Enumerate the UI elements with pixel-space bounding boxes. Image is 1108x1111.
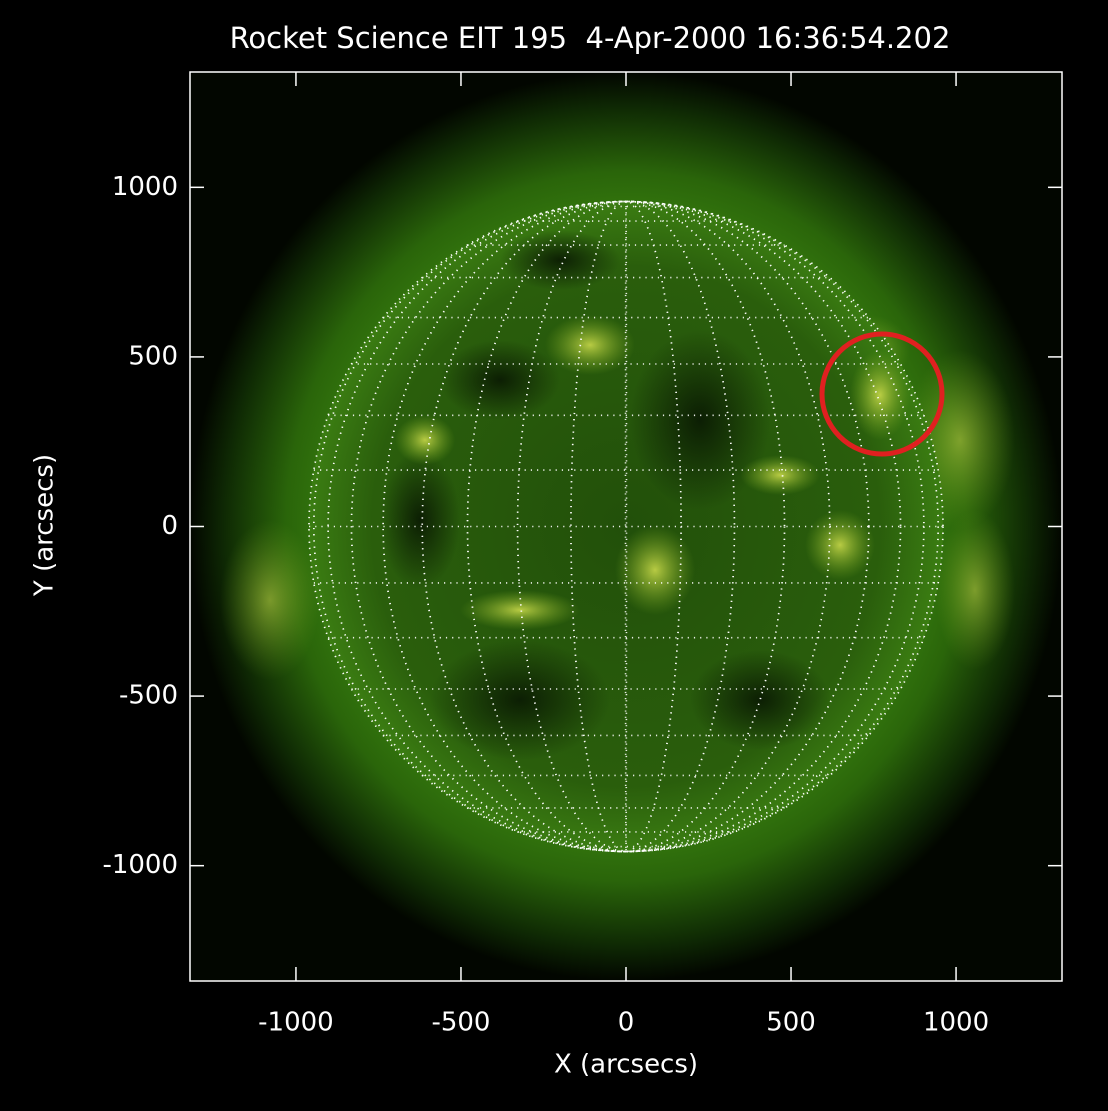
x-tick-label: 1000 [923,1008,989,1038]
active-region [395,415,455,465]
y-axis-label: Y (arcsecs) [30,454,60,597]
y-tick-label: 500 [128,341,178,371]
dark-region [380,450,460,590]
y-tick-label: -1000 [102,850,178,880]
dark-region [500,230,620,290]
active-region [740,455,820,495]
x-tick-label: -1000 [258,1008,334,1038]
corona-bright [220,520,320,680]
dark-region [430,640,610,760]
active-region [545,315,635,375]
x-axis-label: X (arcsecs) [554,1050,698,1080]
solar-image [190,72,1062,981]
dark-region [690,650,830,750]
y-tick-label: 0 [161,511,178,541]
x-tick-label: 500 [766,1008,816,1038]
active-region [850,350,910,440]
y-tick-label: 1000 [112,172,178,202]
dark-region [440,340,560,420]
chart-title: Rocket Science EIT 195 4-Apr-2000 16:36:… [230,21,951,55]
corona-bright [935,510,1015,670]
active-region [805,510,875,580]
x-tick-label: -500 [431,1008,490,1038]
active-region [460,590,580,630]
chart: Rocket Science EIT 195 4-Apr-2000 16:36:… [0,0,1108,1111]
y-tick-label: -500 [119,681,178,711]
x-tick-label: 0 [618,1008,635,1038]
